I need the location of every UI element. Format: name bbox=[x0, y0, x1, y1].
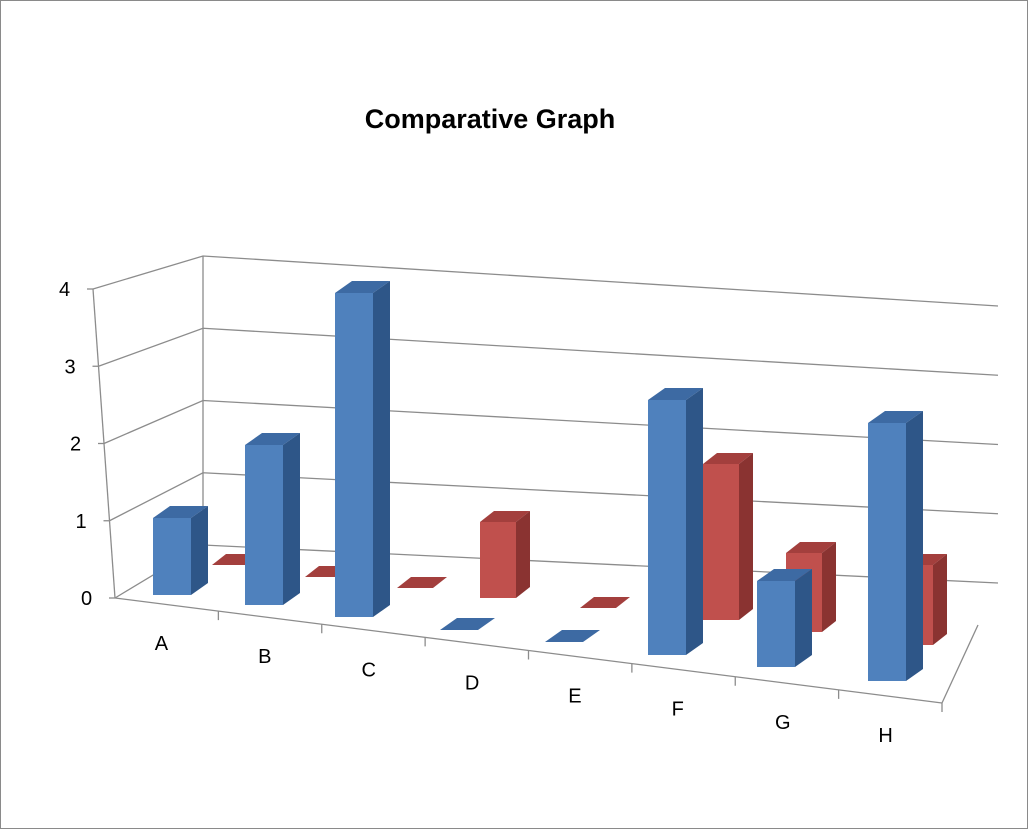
series-1-bar bbox=[245, 433, 300, 605]
series-2-bar bbox=[703, 453, 753, 620]
bar-front bbox=[480, 522, 516, 598]
bar-top bbox=[153, 506, 208, 518]
series-2-bar bbox=[580, 597, 630, 608]
x-tick-label: B bbox=[258, 646, 271, 668]
y-tick-label: 4 bbox=[59, 279, 70, 301]
bar-side bbox=[191, 506, 208, 595]
x-tick-labels: A B C D E F G H bbox=[155, 633, 893, 747]
bar-top bbox=[545, 630, 600, 642]
bar-front bbox=[648, 400, 686, 655]
x-tick-label: C bbox=[361, 659, 375, 681]
y-tick-label: 3 bbox=[65, 356, 76, 378]
gridline bbox=[103, 399, 999, 446]
x-tick-label: A bbox=[155, 633, 169, 655]
bar-side bbox=[906, 411, 923, 681]
bar-top bbox=[648, 388, 703, 400]
bar-top bbox=[480, 511, 530, 522]
y-tick-labels: 0 1 2 3 4 bbox=[59, 279, 92, 610]
bar-side bbox=[373, 281, 390, 617]
bar-top bbox=[397, 577, 447, 588]
bar-top bbox=[335, 281, 390, 293]
gridline bbox=[92, 255, 999, 307]
bar-side bbox=[686, 388, 703, 655]
bar-front bbox=[757, 581, 795, 667]
bar-side bbox=[933, 554, 947, 645]
bar-top bbox=[786, 542, 836, 553]
floor-right-edge bbox=[941, 624, 979, 704]
bar-top bbox=[868, 411, 923, 423]
series-2-bar bbox=[480, 511, 530, 598]
series-1-bar bbox=[545, 630, 600, 642]
bar-side bbox=[795, 569, 812, 667]
series-1-bar bbox=[757, 569, 812, 667]
gridline bbox=[98, 327, 999, 376]
series-1-bar bbox=[335, 281, 390, 617]
bar-front bbox=[868, 423, 906, 681]
gridline bbox=[109, 472, 999, 522]
series-1-bars bbox=[153, 281, 923, 681]
bar-top bbox=[757, 569, 812, 581]
y-tick-label: 2 bbox=[70, 434, 81, 456]
bar-side bbox=[822, 542, 836, 632]
x-tick-label: F bbox=[672, 699, 684, 721]
bar-front bbox=[335, 293, 373, 617]
bar-side bbox=[739, 453, 753, 620]
y-tick-label: 1 bbox=[76, 511, 87, 533]
series-2-bars bbox=[212, 453, 947, 645]
bar-side bbox=[516, 511, 530, 598]
x-tick-label: D bbox=[465, 672, 479, 694]
bar-front bbox=[153, 518, 191, 595]
series-1-bar bbox=[868, 411, 923, 681]
bar-front bbox=[703, 464, 739, 620]
bar-top bbox=[245, 433, 300, 445]
bar-top bbox=[703, 453, 753, 464]
y-tick-label: 0 bbox=[81, 588, 92, 610]
bar-top bbox=[580, 597, 630, 608]
series-1-bar bbox=[153, 506, 208, 595]
series-1-bar bbox=[648, 388, 703, 655]
x-tick-label: G bbox=[775, 712, 791, 734]
chart-title: Comparative Graph bbox=[364, 104, 616, 134]
bar-front bbox=[245, 445, 283, 605]
bar-side bbox=[283, 433, 300, 605]
bar-top bbox=[440, 618, 495, 630]
series-2-bar bbox=[397, 577, 447, 588]
series-1-bar bbox=[440, 618, 495, 630]
x-tick-label: E bbox=[568, 686, 581, 708]
x-tick-label: H bbox=[878, 725, 892, 747]
chart-walls bbox=[87, 255, 999, 712]
